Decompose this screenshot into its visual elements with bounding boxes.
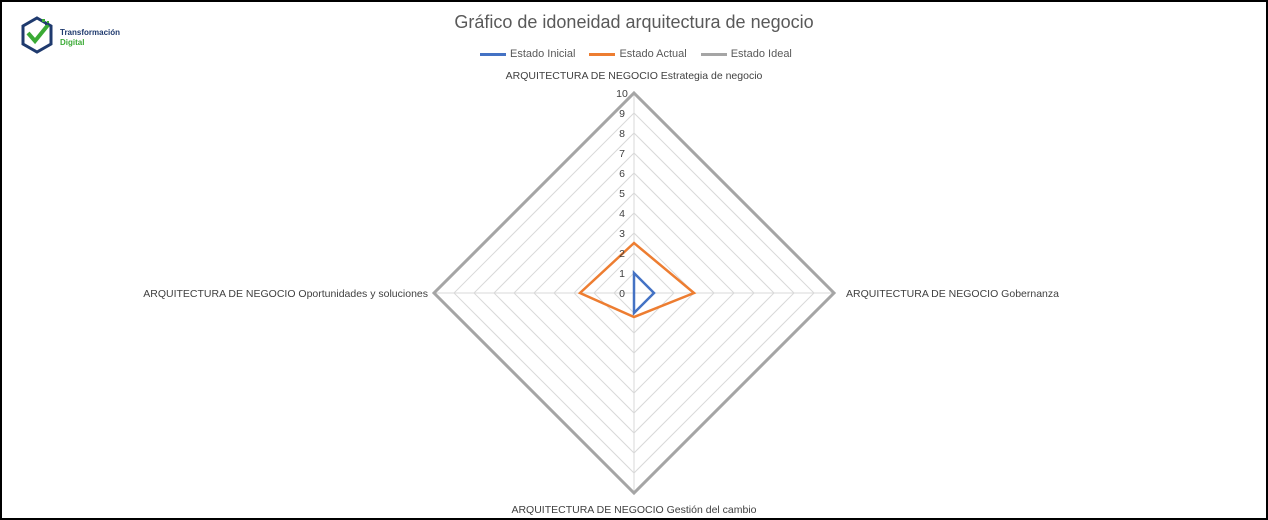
series-line-1 (577, 241, 697, 319)
tick-label-0: 0 (619, 288, 625, 300)
series-line-0 (632, 269, 656, 317)
tick-label-7: 7 (619, 148, 625, 160)
category-label-2: ARQUITECTURA DE NEGOCIO Gestión del camb… (511, 504, 756, 516)
tick-label-6: 6 (619, 168, 625, 180)
legend-swatch-actual (589, 52, 616, 56)
logo-text-line1: Transformación (60, 28, 121, 37)
tick-label-3: 3 (619, 228, 625, 240)
tick-label-5: 5 (619, 188, 625, 200)
tick-label-4: 4 (619, 208, 625, 220)
legend-swatch-ideal (700, 52, 727, 56)
legend-item-actual: Estado Actual (589, 48, 687, 60)
logo-text-line2: Digital (60, 38, 85, 47)
category-label-3: ARQUITECTURA DE NEGOCIO Oportunidades y … (143, 288, 428, 300)
chart-title: Gráfico de idoneidad arquitectura de neg… (454, 12, 814, 32)
logo-icon (21, 16, 53, 54)
tick-label-1: 1 (619, 268, 625, 280)
brand-logo: Transformación Digital (20, 16, 150, 56)
tick-label-2: 2 (619, 248, 625, 260)
chart-legend: Estado Inicial Estado Actual Estado Idea… (480, 48, 792, 60)
tick-label-8: 8 (619, 128, 625, 140)
series-line-2 (431, 90, 837, 496)
legend-item-ideal: Estado Ideal (700, 48, 792, 60)
tick-label-10: 10 (616, 88, 628, 100)
tick-label-9: 9 (619, 108, 625, 120)
category-label-1: ARQUITECTURA DE NEGOCIO Gobernanza (846, 288, 1059, 300)
legend-item-inicial: Estado Inicial (480, 48, 575, 60)
legend-label-actual: Estado Actual (619, 48, 687, 60)
legend-swatch-inicial (480, 52, 506, 56)
legend-label-ideal: Estado Ideal (730, 48, 792, 60)
category-label-0: ARQUITECTURA DE NEGOCIO Estrategia de ne… (506, 70, 763, 82)
legend-label-inicial: Estado Inicial (510, 48, 576, 60)
